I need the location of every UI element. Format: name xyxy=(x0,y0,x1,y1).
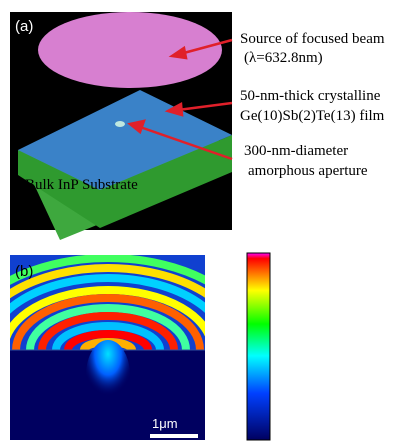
figure: (a) Bulk InP Substrate Source of focused… xyxy=(0,0,414,444)
annotation: Source of focused beam xyxy=(240,31,385,47)
transmitted-field xyxy=(86,340,130,410)
scale-bar xyxy=(150,434,198,438)
substrate-label: Bulk InP Substrate xyxy=(25,177,138,193)
panel-label: (b) xyxy=(15,263,33,280)
scale-bar-label: 1μm xyxy=(152,416,178,431)
annotation: 300-nm-diameter xyxy=(244,143,348,159)
panel-label: (a) xyxy=(15,18,33,35)
annotation: amorphous aperture xyxy=(248,163,368,179)
colorbar xyxy=(247,253,270,440)
aperture xyxy=(115,121,125,127)
annotation: (λ=632.8nm) xyxy=(244,50,323,66)
annotation: 50-nm-thick crystalline xyxy=(240,88,381,104)
annotation: Ge(10)Sb(2)Te(13) film xyxy=(240,108,385,124)
